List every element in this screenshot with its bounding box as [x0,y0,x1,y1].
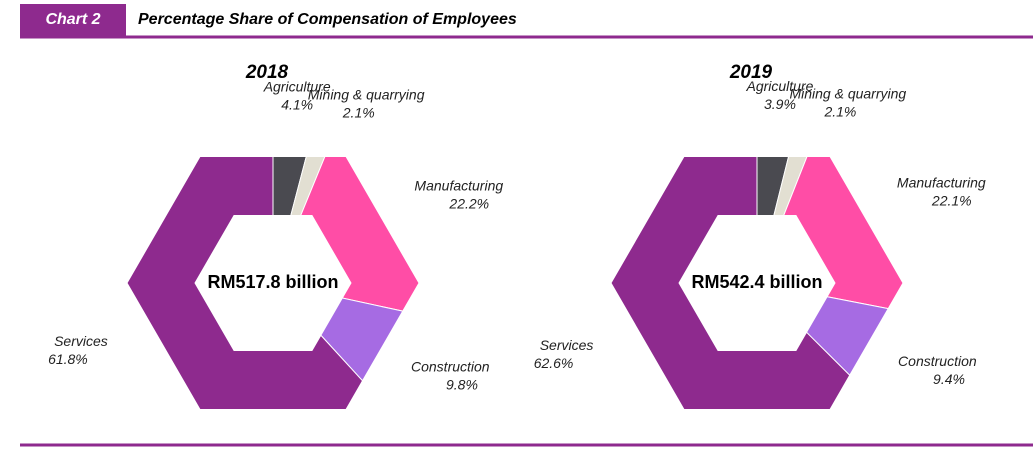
center-label: RM517.8 billion [207,272,338,292]
chart-title: 2018 [245,62,289,83]
slice-value: 4.1% [281,96,313,112]
slice-label: Services [540,337,594,353]
center-label: RM542.4 billion [691,272,822,292]
slice-label: Construction [411,358,490,374]
slice-value: 22.2% [448,195,489,211]
slice-value: 9.4% [933,371,965,387]
slice-value: 3.9% [764,96,796,112]
header-label: Chart 2 [45,11,100,28]
slice-value: 22.1% [931,192,972,208]
slice-label: Construction [898,353,977,369]
header-box [20,4,126,36]
slice-label: Services [54,333,108,349]
chart-title: 2019 [729,62,773,83]
slice-value: 9.8% [446,376,478,392]
slice-value: 61.8% [48,351,88,367]
slice-label: Agriculture [745,78,813,94]
slice-label: Manufacturing [414,177,503,193]
slice [610,156,851,410]
slice [126,156,364,410]
slice-label: Agriculture [263,78,331,94]
slice-label: Manufacturing [897,174,986,190]
header-title: Percentage Share of Compensation of Empl… [138,11,517,28]
slice-label: Mining & quarrying [308,86,425,102]
slice-value: 2.1% [823,104,856,120]
slice-value: 2.1% [342,104,375,120]
slice-value: 62.6% [534,355,574,371]
slice-label: Mining & quarrying [789,86,906,102]
